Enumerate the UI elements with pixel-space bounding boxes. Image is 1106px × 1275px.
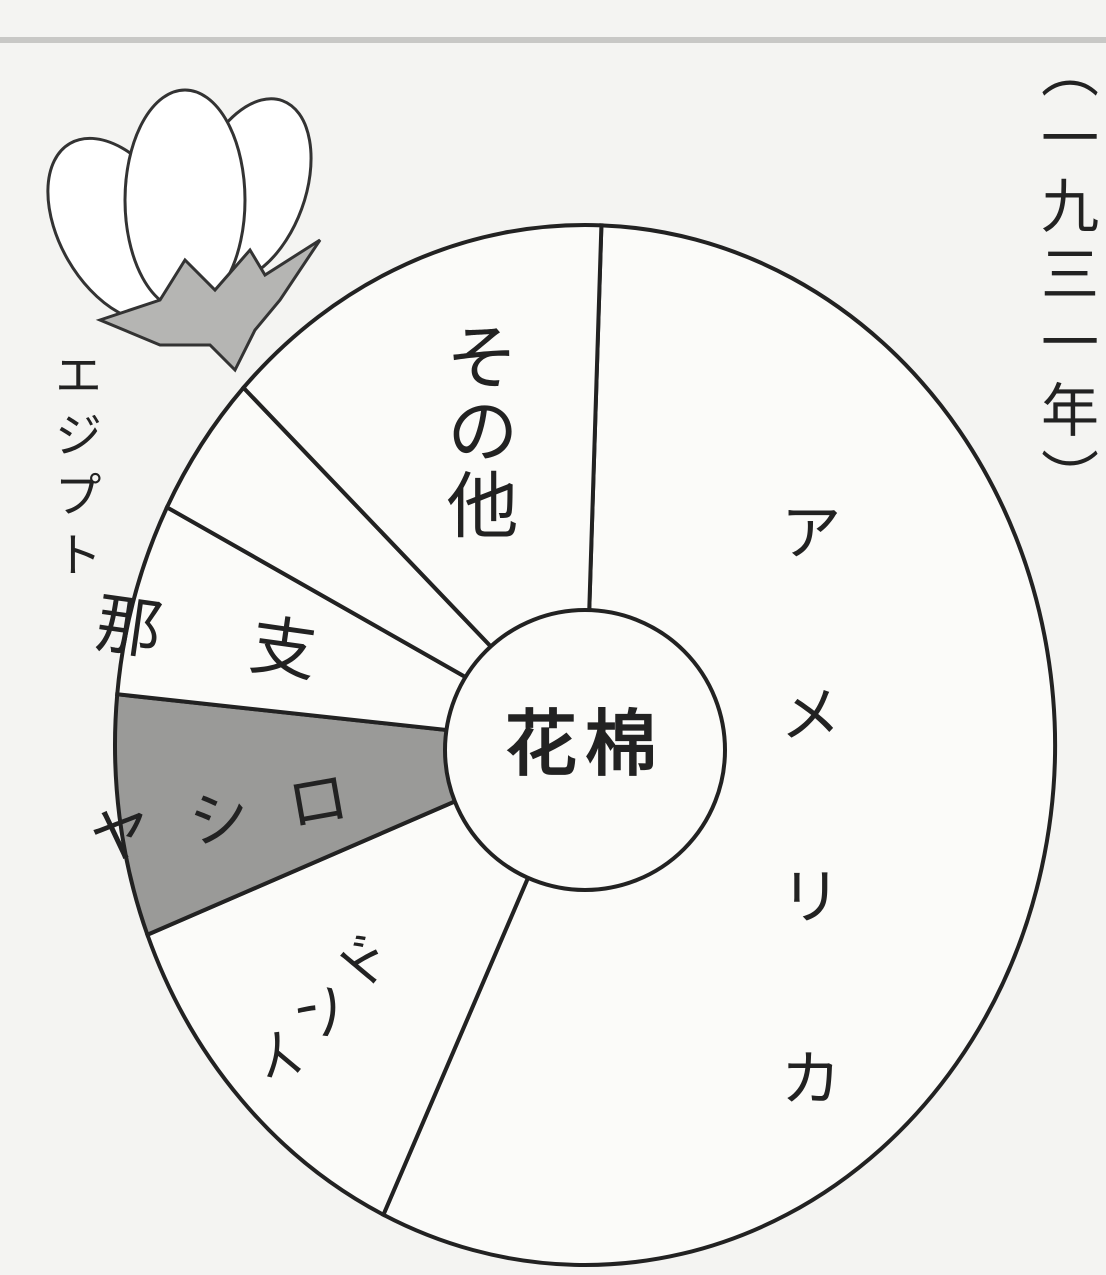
slice-label: その他 [434,320,518,542]
pie [113,223,1057,1267]
center-label: 棉花 [505,701,665,786]
pie-slice [240,223,604,750]
slice-label: アメリカ [769,500,842,1228]
slice-label: エジプト [46,350,102,590]
chart-title: （一九三一年） [1031,40,1099,516]
pie-slice [144,741,589,1218]
center-hole [443,608,727,892]
cotton-boll-icon [46,88,322,373]
